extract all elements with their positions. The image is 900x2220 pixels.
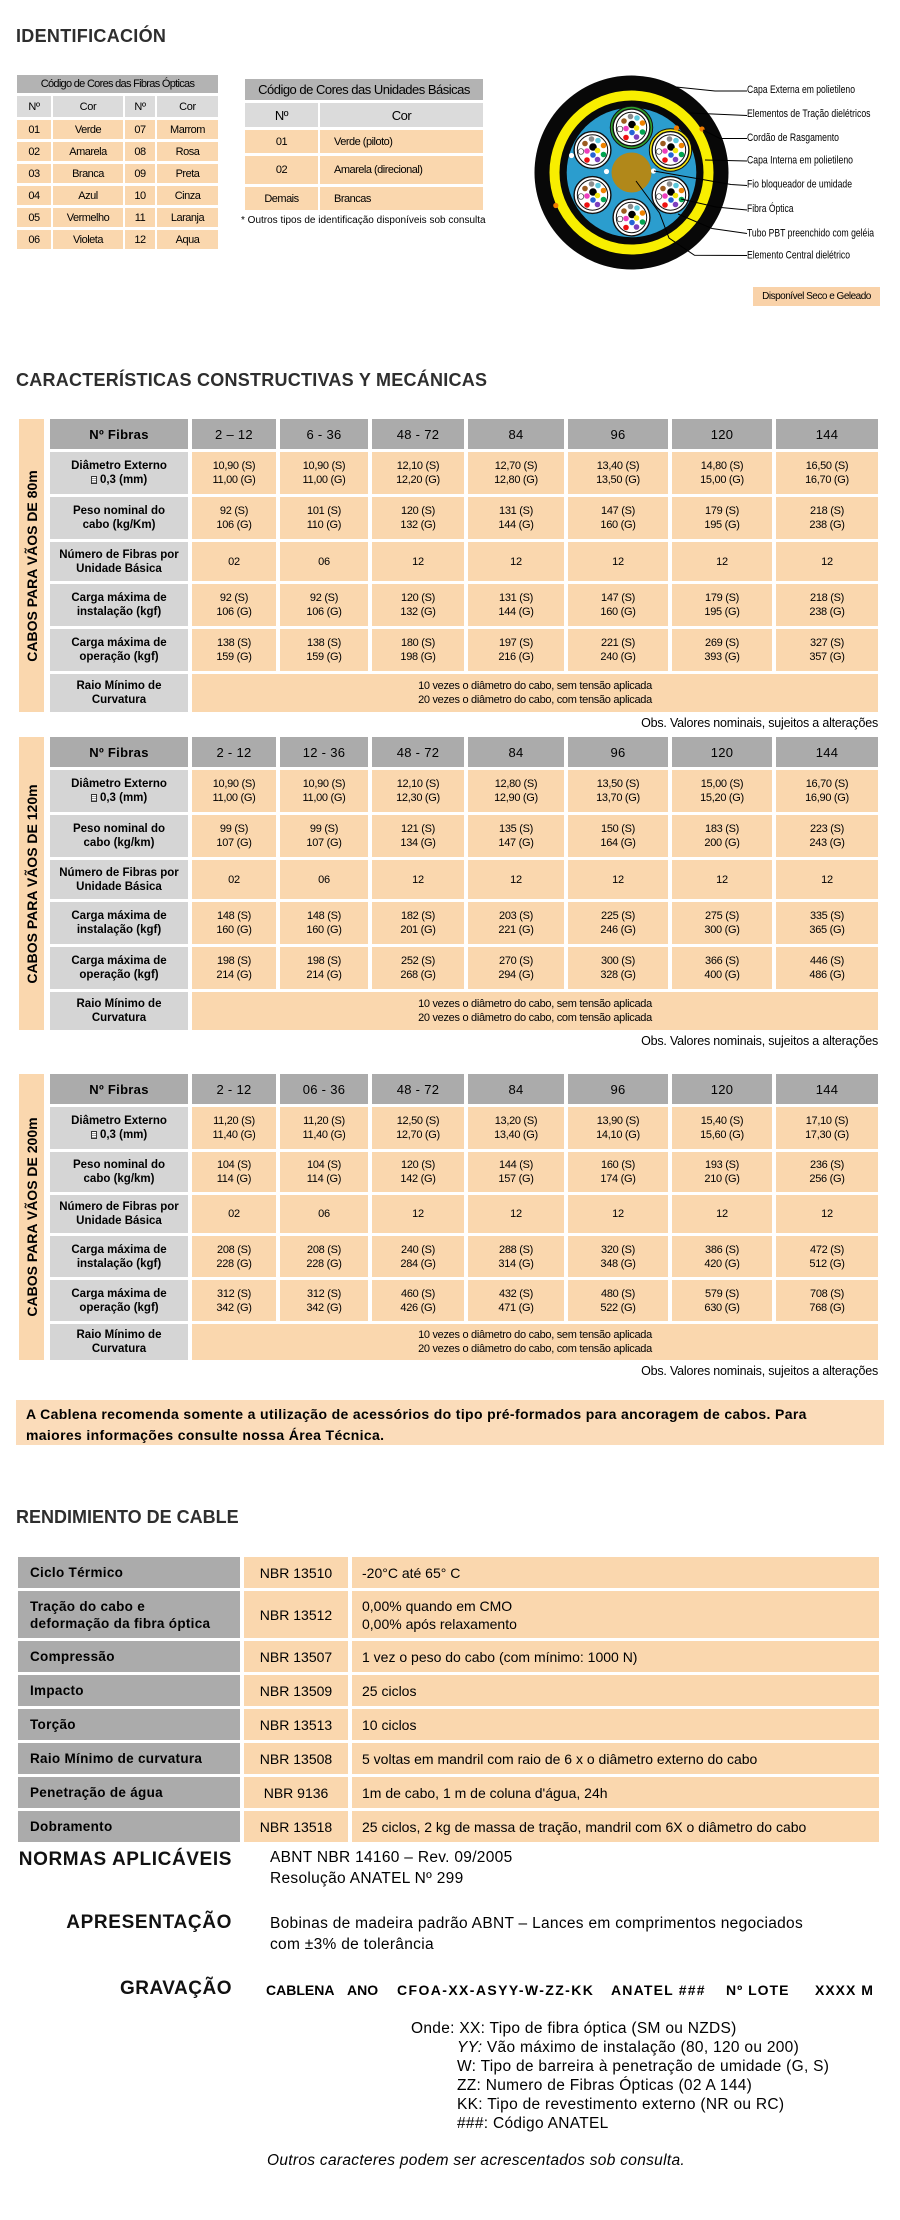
svg-text:Capa Externa em polietileno: Capa Externa em polietileno [747,84,855,96]
svg-text:Tubo PBT preenchido com geléia: Tubo PBT preenchido com geléia [747,228,875,240]
svg-text:Capa Interna em polietileno: Capa Interna em polietileno [747,155,853,167]
svg-text:Fibra Óptica: Fibra Óptica [747,202,794,215]
svg-text:Fio bloqueador de umidade: Fio bloqueador de umidade [747,179,852,191]
svg-text:Cordão de Rasgamento: Cordão de Rasgamento [747,132,839,144]
svg-text:Elemento Central dielétrico: Elemento Central dielétrico [747,250,850,262]
svg-text:Elementos de Tração dielétrico: Elementos de Tração dielétricos [747,108,871,120]
